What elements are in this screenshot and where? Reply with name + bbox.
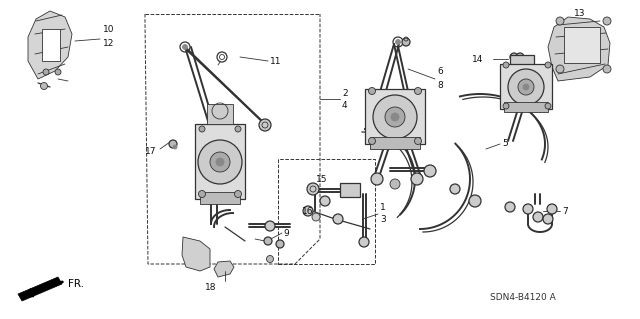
Circle shape [415, 87, 422, 94]
Polygon shape [548, 17, 610, 81]
Bar [510, 55, 534, 65]
Circle shape [396, 40, 401, 44]
Circle shape [503, 103, 509, 109]
Bar [370, 137, 420, 149]
Circle shape [505, 202, 515, 212]
Circle shape [411, 173, 423, 185]
Circle shape [424, 165, 436, 177]
Text: 9: 9 [283, 228, 289, 238]
Circle shape [216, 158, 224, 166]
Text: 6: 6 [437, 68, 443, 77]
Polygon shape [182, 237, 210, 271]
Circle shape [40, 83, 47, 90]
Text: SDN4-B4120 A: SDN4-B4120 A [490, 293, 556, 301]
Circle shape [182, 44, 188, 49]
Circle shape [320, 196, 330, 206]
Circle shape [543, 214, 553, 224]
Circle shape [266, 256, 273, 263]
Polygon shape [28, 11, 72, 79]
Circle shape [169, 140, 177, 148]
Text: 12: 12 [103, 39, 115, 48]
Text: 5: 5 [502, 139, 508, 149]
Circle shape [369, 137, 376, 145]
Text: 15: 15 [316, 174, 328, 183]
Bar [365, 89, 425, 144]
Text: 2: 2 [342, 88, 348, 98]
Bar [200, 192, 240, 204]
Circle shape [556, 17, 564, 25]
Circle shape [516, 53, 524, 61]
Bar [500, 64, 552, 109]
Bar [195, 124, 245, 199]
Text: 1: 1 [380, 203, 386, 211]
Text: 14: 14 [472, 55, 483, 63]
Bar [207, 104, 233, 124]
Polygon shape [18, 277, 62, 301]
Circle shape [265, 221, 275, 231]
Circle shape [385, 107, 405, 127]
Circle shape [173, 145, 177, 149]
Bar [564, 27, 600, 63]
Circle shape [369, 87, 376, 94]
Circle shape [603, 17, 611, 25]
Text: FR.: FR. [68, 279, 84, 289]
Circle shape [264, 237, 272, 245]
Circle shape [391, 113, 399, 121]
Bar [42, 29, 60, 61]
Circle shape [333, 214, 343, 224]
Circle shape [303, 206, 313, 216]
Bar [504, 102, 548, 112]
Circle shape [199, 126, 205, 132]
Circle shape [371, 173, 383, 185]
Circle shape [276, 240, 284, 248]
Circle shape [523, 84, 529, 90]
Text: 17: 17 [145, 146, 157, 155]
Text: 16: 16 [302, 206, 314, 216]
Text: 10: 10 [103, 26, 115, 34]
Circle shape [359, 237, 369, 247]
Circle shape [503, 62, 509, 68]
Circle shape [55, 69, 61, 75]
Circle shape [373, 95, 417, 139]
Circle shape [312, 213, 320, 221]
Text: 7: 7 [562, 206, 568, 216]
Circle shape [402, 38, 410, 46]
Text: 13: 13 [574, 10, 586, 19]
Circle shape [547, 204, 557, 214]
Circle shape [518, 79, 534, 95]
Circle shape [603, 65, 611, 73]
Circle shape [508, 69, 544, 105]
Polygon shape [214, 261, 234, 277]
Circle shape [198, 140, 242, 184]
Circle shape [198, 190, 205, 197]
Circle shape [235, 126, 241, 132]
Circle shape [210, 152, 230, 172]
Circle shape [307, 183, 319, 195]
Circle shape [390, 179, 400, 189]
Text: 4: 4 [342, 101, 348, 110]
Circle shape [259, 119, 271, 131]
Text: 3: 3 [380, 216, 386, 225]
Circle shape [523, 204, 533, 214]
Text: 18: 18 [205, 283, 216, 292]
Circle shape [556, 65, 564, 73]
Circle shape [450, 184, 460, 194]
Text: 11: 11 [270, 56, 282, 65]
Circle shape [533, 212, 543, 222]
Circle shape [415, 137, 422, 145]
Circle shape [545, 103, 551, 109]
Circle shape [545, 62, 551, 68]
Circle shape [234, 190, 241, 197]
Text: 8: 8 [437, 80, 443, 90]
Circle shape [469, 195, 481, 207]
Circle shape [510, 53, 518, 61]
Bar [340, 183, 360, 197]
Circle shape [43, 69, 49, 75]
